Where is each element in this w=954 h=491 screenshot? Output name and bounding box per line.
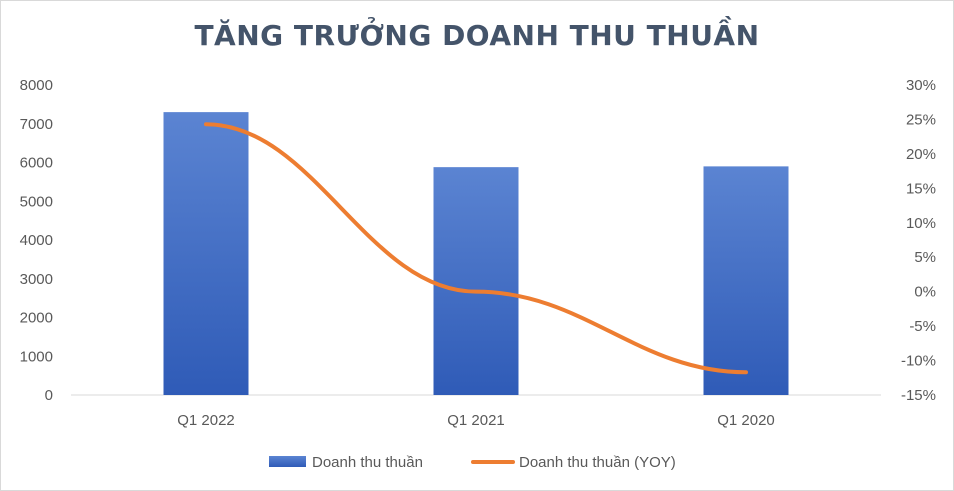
x-tick-label: Q1 2021	[447, 412, 505, 429]
y-right-tick-label: 10%	[906, 215, 936, 232]
chart-title: TĂNG TRƯỞNG DOANH THU THUẦN	[194, 19, 760, 52]
x-tick-label: Q1 2022	[177, 412, 235, 429]
y-right-tick-label: 20%	[906, 146, 936, 163]
y-left-tick-label: 1000	[20, 348, 53, 365]
legend-swatch-bar	[269, 456, 306, 467]
legend-label: Doanh thu thuần	[312, 454, 423, 471]
y-left-tick-label: 8000	[20, 77, 53, 94]
y-right-tick-label: -5%	[909, 318, 936, 335]
y-left-tick-label: 4000	[20, 232, 53, 249]
y-left-tick-label: 6000	[20, 155, 53, 172]
y-right-tick-label: 30%	[906, 77, 936, 94]
y-left-tick-label: 7000	[20, 116, 53, 133]
bar	[433, 167, 519, 395]
x-tick-label: Q1 2020	[717, 412, 775, 429]
series-line	[204, 122, 748, 375]
legend: Doanh thu thuần Doanh thu thuần (YOY)	[269, 454, 676, 471]
y-right-tick-label: 15%	[906, 180, 936, 197]
legend-label: Doanh thu thuần (YOY)	[519, 454, 676, 471]
y-left-tick-label: 0	[45, 387, 53, 404]
bar	[163, 112, 249, 395]
y-left-tick-label: 5000	[20, 193, 53, 210]
y-right-tick-label: -10%	[901, 353, 936, 370]
y-left-tick-label: 3000	[20, 271, 53, 288]
y-right-tick-label: 0%	[914, 284, 936, 301]
y-right-tick-label: 5%	[914, 249, 936, 266]
y-left-tick-label: 2000	[20, 310, 53, 327]
bar	[703, 166, 789, 395]
y-right-tick-label: -15%	[901, 387, 936, 404]
y-right-tick-label: 25%	[906, 111, 936, 128]
